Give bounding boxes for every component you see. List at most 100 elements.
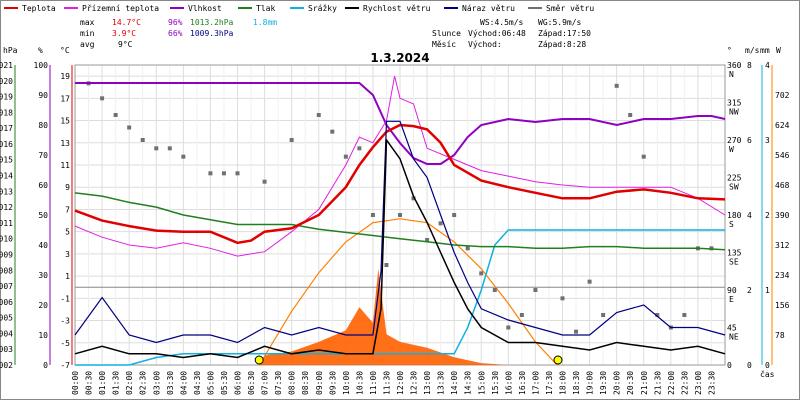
wind-dir-point: [438, 221, 443, 226]
radiation-tick: 156: [775, 301, 790, 310]
wind-dir-point: [357, 146, 362, 151]
temperature-tick: 11: [60, 161, 70, 170]
pressure-tick: 1002: [0, 361, 13, 370]
wind-dir-point: [533, 288, 538, 292]
temperature-tick: -5: [60, 339, 70, 348]
x-tick-label: 08:30: [301, 371, 310, 395]
x-tick-label: 11:00: [369, 371, 378, 395]
pressure-tick: 1004: [0, 329, 13, 338]
wind-tick: 4: [747, 211, 752, 220]
x-tick-label: 11:30: [382, 371, 391, 395]
humidity-tick: 20: [38, 301, 48, 310]
x-tick-label: 17:30: [545, 371, 554, 395]
wind-dir-tick: 45: [727, 324, 737, 333]
pressure-tick: 1017: [0, 124, 13, 133]
wind-unit: m/s: [745, 46, 760, 55]
precip-tick: 4: [765, 61, 770, 70]
precip-unit: mm: [760, 46, 770, 55]
plot-area: [74, 75, 726, 366]
x-tick-label: 05:00: [206, 371, 215, 395]
x-tick-label: 20:30: [626, 371, 635, 395]
legend: Teplota Přízemní teplota Vlhkost Tlak Srážky…: [4, 4, 594, 13]
wind-sun-info: WS:4.5m/s WG:5.9m/s Slunce Východ:06:48 …: [432, 18, 591, 49]
wind-dir-compass: NW: [729, 108, 739, 117]
stats-max-precip: 1.8mm: [253, 18, 277, 27]
wind-dir-point: [235, 171, 240, 176]
legend-label-precipitation: Srážky: [308, 4, 337, 13]
wind-dir-compass: S: [729, 220, 734, 229]
x-tick-label: 23:00: [694, 371, 703, 395]
pressure-tick: 1006: [0, 298, 13, 307]
wind-dir-point: [465, 246, 470, 251]
temperature-tick: 17: [60, 94, 70, 103]
pressure-tick: 1016: [0, 140, 13, 149]
legend-label-wind_dir: Směr větru: [546, 4, 594, 13]
wind-dir-point: [221, 171, 226, 176]
radiation-tick: 234: [775, 271, 790, 280]
stats-max-hum: 96%: [168, 18, 183, 27]
wind-dir-point: [370, 213, 375, 217]
radiation-tick: 702: [775, 91, 790, 100]
x-tick-label: 06:00: [234, 371, 243, 395]
humidity-tick: 90: [38, 91, 48, 100]
wind-dir-point: [601, 313, 606, 317]
wg-value: WG:5.9m/s: [538, 18, 582, 27]
precip-tick: 3: [765, 136, 770, 145]
legend-label-feels_like: Přízemní teplota: [82, 4, 159, 13]
stats-avg-label: avg: [80, 40, 95, 49]
wind-dir-point: [343, 154, 348, 159]
x-tick-label: 21:30: [653, 371, 662, 395]
wind-dir-point: [140, 138, 145, 142]
temperature-tick: 1: [65, 272, 70, 281]
axes: hPa1021102010191018101710161015101410131…: [0, 46, 790, 395]
pressure-tick: 1003: [0, 345, 13, 354]
temperature-tick: 7: [65, 205, 70, 214]
temperature-tick: 15: [60, 117, 70, 126]
humidity-tick: 50: [38, 211, 48, 220]
temperature-tick: -1: [60, 294, 70, 303]
sun-label: Slunce: [432, 29, 461, 38]
pressure-tick: 1018: [0, 108, 13, 117]
stats-max-temp: 14.7°C: [112, 18, 141, 27]
wind-speed-line: [74, 137, 726, 359]
wind-dir-point: [100, 96, 105, 101]
x-tick-label: 03:30: [166, 371, 175, 395]
radiation-tick: 468: [775, 181, 790, 190]
x-tick-label: 09:00: [315, 371, 324, 395]
wind-dir-point: [316, 113, 321, 117]
x-tick-label: 22:30: [680, 371, 689, 395]
x-tick-label: 18:30: [572, 371, 581, 395]
stats-avg-temp: 9°C: [118, 40, 133, 49]
wind-dir-compass: SE: [729, 258, 739, 267]
sunset-value: Západ:17:50: [538, 29, 591, 38]
x-tick-label: 20:00: [613, 371, 622, 395]
humidity-tick: 100: [34, 61, 49, 70]
humidity-tick: 40: [38, 241, 48, 250]
radiation-tick: 78: [775, 331, 785, 340]
humidity-tick: 70: [38, 151, 48, 160]
wind-dir-tick: 90: [727, 286, 737, 295]
stats-min-press: 1009.3hPa: [190, 29, 234, 38]
wind-dir-point: [167, 146, 172, 151]
x-tick-label: 22:00: [667, 371, 676, 395]
pressure-line: [74, 192, 726, 251]
wind-dir-tick: 360: [727, 61, 742, 70]
wind-dir-point: [587, 279, 592, 284]
wind-dir-point: [452, 213, 457, 217]
radiation-tick: 546: [775, 151, 790, 160]
temperature-tick: 3: [65, 250, 70, 259]
wind-tick: 0: [747, 361, 752, 370]
wind-dir-tick: 270: [727, 136, 742, 145]
x-tick-label: 19:00: [586, 371, 595, 395]
pressure-tick: 1014: [0, 172, 13, 181]
x-tick-label: 00:30: [85, 371, 94, 395]
moonset-value: Západ:8:28: [538, 40, 586, 49]
temperature-line: [74, 123, 726, 245]
x-tick-label: 12:30: [410, 371, 419, 395]
x-tick-label: 08:00: [288, 371, 297, 395]
temperature-tick: 19: [60, 72, 70, 81]
wind-dir-tick: 225: [727, 174, 742, 183]
x-tick-label: 19:30: [599, 371, 608, 395]
x-tick-label: 21:00: [640, 371, 649, 395]
